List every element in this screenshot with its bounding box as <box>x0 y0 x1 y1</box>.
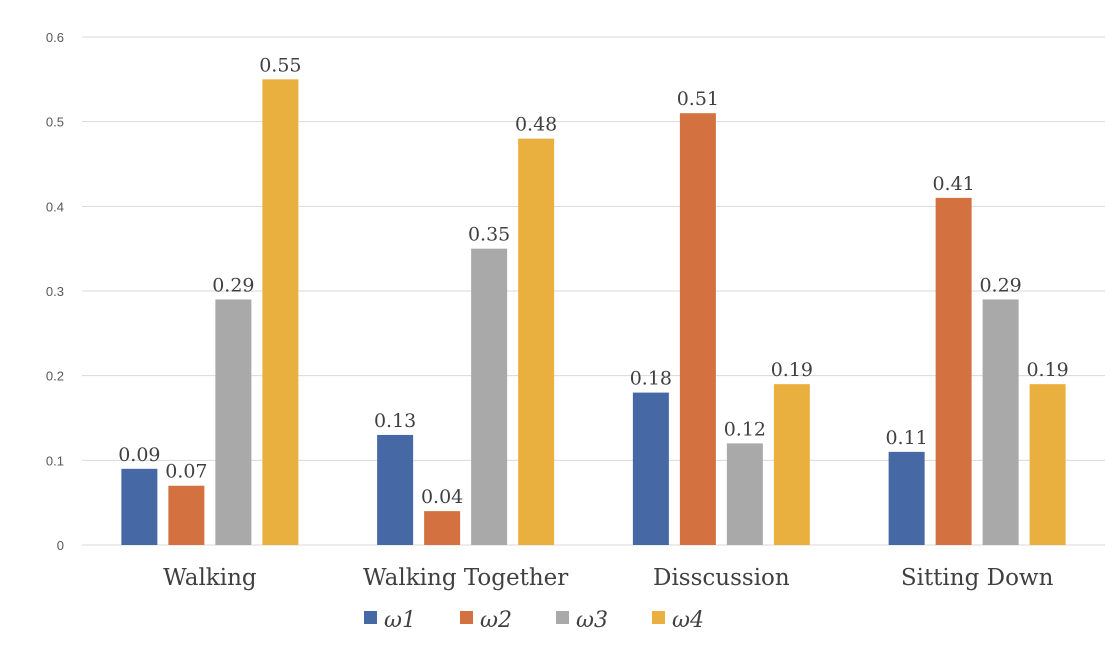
x-axis-ticks: Walking Walking Together Disscussion Sittin… <box>163 565 1054 591</box>
y-tick-label: 0.6 <box>46 30 64 45</box>
bar-disscussion-series-2 <box>679 113 716 545</box>
bar-walking-together-series-4 <box>518 138 555 545</box>
data-label: 0.55 <box>259 54 301 76</box>
legend-label: ω3 <box>576 608 608 633</box>
data-label: 0.48 <box>515 114 557 136</box>
y-tick-label: 0.5 <box>46 115 64 130</box>
x-tick-label: Disscussion <box>653 565 790 591</box>
bar-walking-together-series-3 <box>471 248 508 545</box>
x-tick-label: Walking Together <box>363 565 568 591</box>
data-label: 0.12 <box>724 418 766 440</box>
bar-sitting-down-series-1 <box>888 451 925 545</box>
gridlines <box>82 36 1105 546</box>
bar-sitting-down-series-4 <box>1029 384 1066 545</box>
legend-swatch <box>652 611 665 624</box>
legend: ω1 ω2 ω3 ω4 <box>364 608 704 633</box>
y-tick-label: 0.1 <box>46 453 64 468</box>
bar-disscussion-series-1 <box>632 392 669 545</box>
x-tick-label: Walking <box>163 565 257 591</box>
bar-disscussion-series-3 <box>726 443 763 545</box>
data-label: 0.41 <box>932 173 974 195</box>
data-labels: 0.090.07 0.29 0.55 0.13 0.04 0.35 0.48 0.18 0.51… <box>118 54 1069 508</box>
bar-disscussion-series-4 <box>773 384 810 545</box>
bar-walking-series-4 <box>262 79 299 545</box>
legend-swatch <box>460 611 473 624</box>
legend-label: ω4 <box>672 608 704 633</box>
y-tick-label: 0.4 <box>46 199 64 214</box>
bar-walking-series-1 <box>121 468 158 545</box>
data-label: 0.04 <box>421 486 463 508</box>
legend-swatch <box>556 611 569 624</box>
y-axis-ticks: 0 0.1 0.2 0.3 0.4 0.5 0.6 <box>46 30 64 553</box>
bar-sitting-down-series-3 <box>982 299 1019 545</box>
data-label: 0.29 <box>979 274 1021 296</box>
data-label: 0.13 <box>374 410 416 432</box>
bar-walking-together-series-1 <box>377 434 414 545</box>
data-label: 0.19 <box>1026 359 1068 381</box>
x-tick-label: Sitting Down <box>901 565 1054 591</box>
bars <box>121 79 1066 545</box>
data-label: 0.29 <box>212 274 254 296</box>
bar-walking-series-2 <box>168 485 205 545</box>
y-tick-label: 0.2 <box>46 369 64 384</box>
data-label: 0.35 <box>468 224 510 246</box>
legend-swatch <box>364 611 377 624</box>
bar-walking-series-3 <box>215 299 252 545</box>
bar-walking-together-series-2 <box>424 511 461 545</box>
data-label: 0.09 <box>118 444 160 466</box>
y-tick-label: 0 <box>57 538 64 553</box>
y-tick-label: 0.3 <box>46 284 64 299</box>
data-label: 0.07 <box>165 461 207 483</box>
bar-sitting-down-series-2 <box>935 197 972 545</box>
legend-label: ω1 <box>384 608 416 633</box>
data-label: 0.18 <box>630 368 672 390</box>
data-label: 0.51 <box>677 88 719 110</box>
legend-label: ω2 <box>480 608 512 633</box>
data-label: 0.11 <box>885 427 927 449</box>
data-label: 0.19 <box>771 359 813 381</box>
